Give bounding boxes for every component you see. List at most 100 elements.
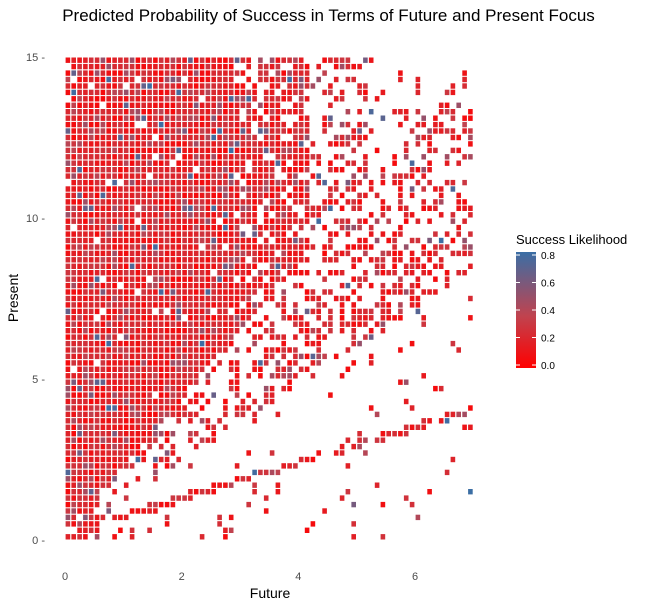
heatmap-cell [77,57,82,63]
heatmap-cell [468,295,473,302]
heatmap-cell [129,340,135,347]
heatmap-cell [263,250,269,257]
heatmap-cell [357,89,362,96]
heatmap-cell [246,128,251,134]
legend-ticks: 0.00.20.40.60.8 [516,251,555,372]
heatmap-cell [182,347,187,353]
heatmap-cell [65,373,71,379]
heatmap-cell [357,63,362,70]
heatmap-cell [228,89,234,96]
heatmap-cell [386,250,391,257]
heatmap-cell [123,398,129,405]
heatmap-cell [409,405,415,411]
heatmap-cell [176,237,181,244]
heatmap-cell [234,476,240,482]
heatmap-cell [252,321,257,327]
heatmap-cell [246,308,251,315]
heatmap-cell [322,289,327,295]
heatmap-cell [77,224,82,231]
heatmap-cell [83,302,88,308]
heatmap-cell [234,379,240,385]
heatmap-cell [176,270,181,276]
heatmap-cell [252,231,257,237]
heatmap-cell [403,379,409,385]
heatmap-cell [246,63,251,70]
heatmap-cell [217,224,222,231]
heatmap-cell [153,83,158,89]
heatmap-cell [456,250,461,257]
heatmap-cell [147,405,152,411]
heatmap-cell [83,321,88,327]
heatmap-cell [88,186,94,192]
heatmap-cell [106,385,111,392]
heatmap-cell [357,224,362,231]
heatmap-cell [205,250,211,257]
heatmap-cell [258,321,263,327]
heatmap-cell [141,199,146,205]
heatmap-cell [252,96,257,102]
heatmap-cell [164,276,170,282]
heatmap-cell [158,456,164,463]
heatmap-cell [106,173,111,179]
heatmap-cell [281,141,286,147]
heatmap-cell [193,373,199,379]
heatmap-cell [468,154,473,160]
heatmap-cell [263,360,269,366]
heatmap-cell [170,109,176,115]
heatmap-cell [182,321,187,327]
heatmap-cell [170,392,176,398]
heatmap-cell [193,244,199,250]
heatmap-cell [88,521,94,527]
heatmap-cell [164,83,170,89]
heatmap-cell [263,63,269,70]
heatmap-cell [164,411,170,418]
heatmap-cell [100,199,106,205]
heatmap-cell [123,450,129,456]
heatmap-cell [176,411,181,418]
heatmap-cell [363,83,368,89]
heatmap-cell [141,456,146,463]
heatmap-cell [106,392,111,398]
heatmap-cell [211,437,216,443]
heatmap-cell [263,289,269,295]
heatmap-cell [223,109,228,115]
heatmap-cell [188,489,193,495]
heatmap-cell [357,276,362,282]
heatmap-cell [118,128,123,134]
heatmap-cell [211,282,216,289]
heatmap-cell [112,315,117,321]
heatmap-cell [438,257,444,263]
heatmap-cell [112,257,117,263]
heatmap-cell [438,418,444,424]
heatmap-cell [450,179,456,186]
heatmap-cell [141,347,146,353]
heatmap-cell [310,521,316,527]
heatmap-cell [199,289,205,295]
heatmap-cell [100,360,106,366]
heatmap-cell [141,83,146,89]
heatmap-cell [135,340,141,347]
heatmap-cell [275,63,281,70]
heatmap-cell [112,418,117,424]
heatmap-cell [322,276,327,282]
heatmap-cell [188,147,193,154]
heatmap-cell [234,121,240,128]
heatmap-cell [398,308,403,315]
heatmap-cell [106,302,111,308]
heatmap-cell [193,121,199,128]
heatmap-cell [123,76,129,83]
heatmap-cell [304,237,310,244]
heatmap-cell [147,154,152,160]
heatmap-cell [433,244,438,250]
heatmap-cell [217,128,222,134]
heatmap-cell [83,270,88,276]
heatmap-cell [100,244,106,250]
heatmap-cell [100,340,106,347]
heatmap-cell [188,308,193,315]
heatmap-cell [240,154,246,160]
heatmap-cell [129,308,135,315]
heatmap-cell [240,250,246,257]
heatmap-cell [380,263,386,269]
heatmap-cell [205,295,211,302]
heatmap-cell [141,385,146,392]
